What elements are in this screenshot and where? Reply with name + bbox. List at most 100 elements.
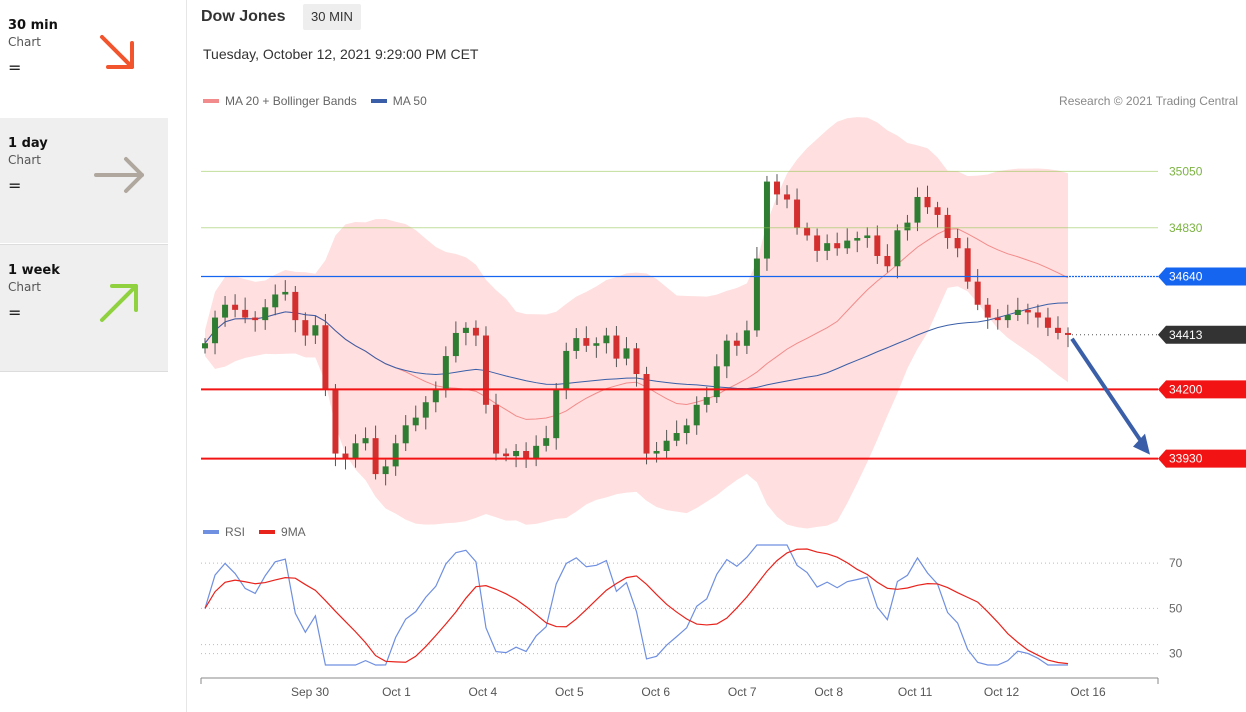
candle	[382, 466, 389, 475]
candle	[743, 330, 750, 346]
candle	[984, 304, 991, 318]
x-tick-label: Oct 1	[382, 685, 411, 699]
x-tick-label: Oct 4	[469, 685, 498, 699]
candle	[834, 243, 841, 249]
candle	[633, 348, 640, 375]
rsi-tick-label: 50	[1169, 601, 1183, 615]
x-tick-label: Oct 12	[984, 685, 1020, 699]
candle	[472, 327, 479, 336]
candle	[964, 248, 971, 282]
candle	[653, 450, 660, 454]
menu-icon[interactable]: =	[8, 58, 22, 77]
rsi-9ma-line	[204, 548, 1069, 665]
x-tick-label: Oct 16	[1070, 685, 1106, 699]
divider	[186, 0, 187, 712]
legend-label: RSI	[225, 525, 246, 539]
candle	[252, 317, 259, 321]
candle	[723, 340, 730, 367]
candle	[733, 340, 740, 346]
candle	[1014, 309, 1021, 315]
candle	[302, 320, 309, 336]
candle	[312, 325, 319, 336]
bollinger-band	[205, 117, 1068, 529]
arrow-right-icon	[94, 157, 144, 193]
candle	[623, 348, 630, 359]
candle	[1044, 317, 1051, 328]
arrow-down-right-icon	[100, 35, 134, 69]
candle	[402, 425, 409, 444]
candle	[452, 332, 459, 357]
research-credit: Research © 2021 Trading Central	[1059, 94, 1238, 108]
chart-datetime: Tuesday, October 12, 2021 9:29:00 PM CET	[203, 46, 479, 62]
candle	[583, 338, 590, 346]
candle	[994, 317, 1001, 321]
x-tick-label: Oct 11	[898, 685, 933, 699]
timeframe-label: 30 min	[8, 18, 58, 33]
legend-swatch	[259, 530, 276, 534]
candle	[773, 181, 780, 195]
legend-swatch	[203, 530, 219, 534]
projection-arrow	[1070, 337, 1146, 447]
timeframe-label: 1 week	[8, 263, 60, 278]
level-label: 34200	[1169, 382, 1203, 396]
candle	[804, 227, 811, 236]
candle	[322, 325, 329, 390]
candle	[493, 404, 500, 454]
candle	[282, 291, 289, 295]
menu-icon[interactable]: =	[8, 303, 22, 322]
x-tick-label: Oct 5	[555, 685, 584, 699]
candle	[462, 327, 469, 333]
candle	[422, 402, 429, 418]
timeframe-30min[interactable]: 30 min Chart =	[0, 0, 168, 125]
level-tag	[1158, 380, 1246, 399]
candle	[232, 304, 239, 310]
level-tag	[1158, 325, 1246, 344]
candle	[613, 335, 620, 359]
candle	[292, 291, 299, 321]
x-tick-label: Sep 30	[291, 685, 329, 699]
projection-arrowhead	[1133, 433, 1150, 455]
timeframe-sub: Chart	[8, 153, 41, 167]
candle	[824, 243, 831, 251]
candle	[693, 404, 700, 426]
candle	[362, 438, 369, 444]
candle	[1034, 312, 1041, 318]
main-legend: MA 20 + Bollinger Bands MA 50	[203, 94, 427, 108]
legend-label: MA 20 + Bollinger Bands	[225, 94, 357, 108]
candle	[272, 294, 279, 308]
candle	[573, 338, 580, 351]
candle	[663, 440, 670, 451]
x-tick-label: Oct 7	[728, 685, 757, 699]
timeframe-sub: Chart	[8, 35, 41, 49]
level-label: 34413	[1169, 328, 1203, 342]
candle	[533, 445, 540, 459]
menu-icon[interactable]: =	[8, 176, 22, 195]
candle	[523, 450, 530, 459]
candle	[703, 397, 710, 405]
timeframe-1day[interactable]: 1 day Chart =	[0, 118, 168, 243]
rsi-tick-label: 30	[1169, 647, 1183, 661]
candle	[954, 238, 961, 249]
timeframe-sidebar: 30 min Chart = 1 day Chart = 1 week Char…	[0, 0, 168, 372]
candle	[543, 438, 550, 446]
candle	[1054, 327, 1061, 333]
x-tick-label: Oct 6	[641, 685, 670, 699]
candle	[784, 194, 791, 200]
candle	[603, 335, 610, 344]
candle	[884, 255, 891, 267]
candle	[262, 307, 269, 321]
candle	[563, 350, 570, 390]
candle	[974, 281, 981, 305]
candle	[412, 417, 419, 426]
candle	[352, 443, 359, 459]
candle	[814, 235, 821, 251]
candle	[753, 258, 760, 331]
candle	[222, 304, 229, 318]
candle	[513, 450, 520, 457]
rsi-line	[204, 544, 1068, 666]
timeframe-1week[interactable]: 1 week Chart =	[0, 244, 168, 371]
candle	[202, 343, 208, 349]
candle	[342, 453, 349, 459]
legend-swatch	[203, 99, 219, 103]
